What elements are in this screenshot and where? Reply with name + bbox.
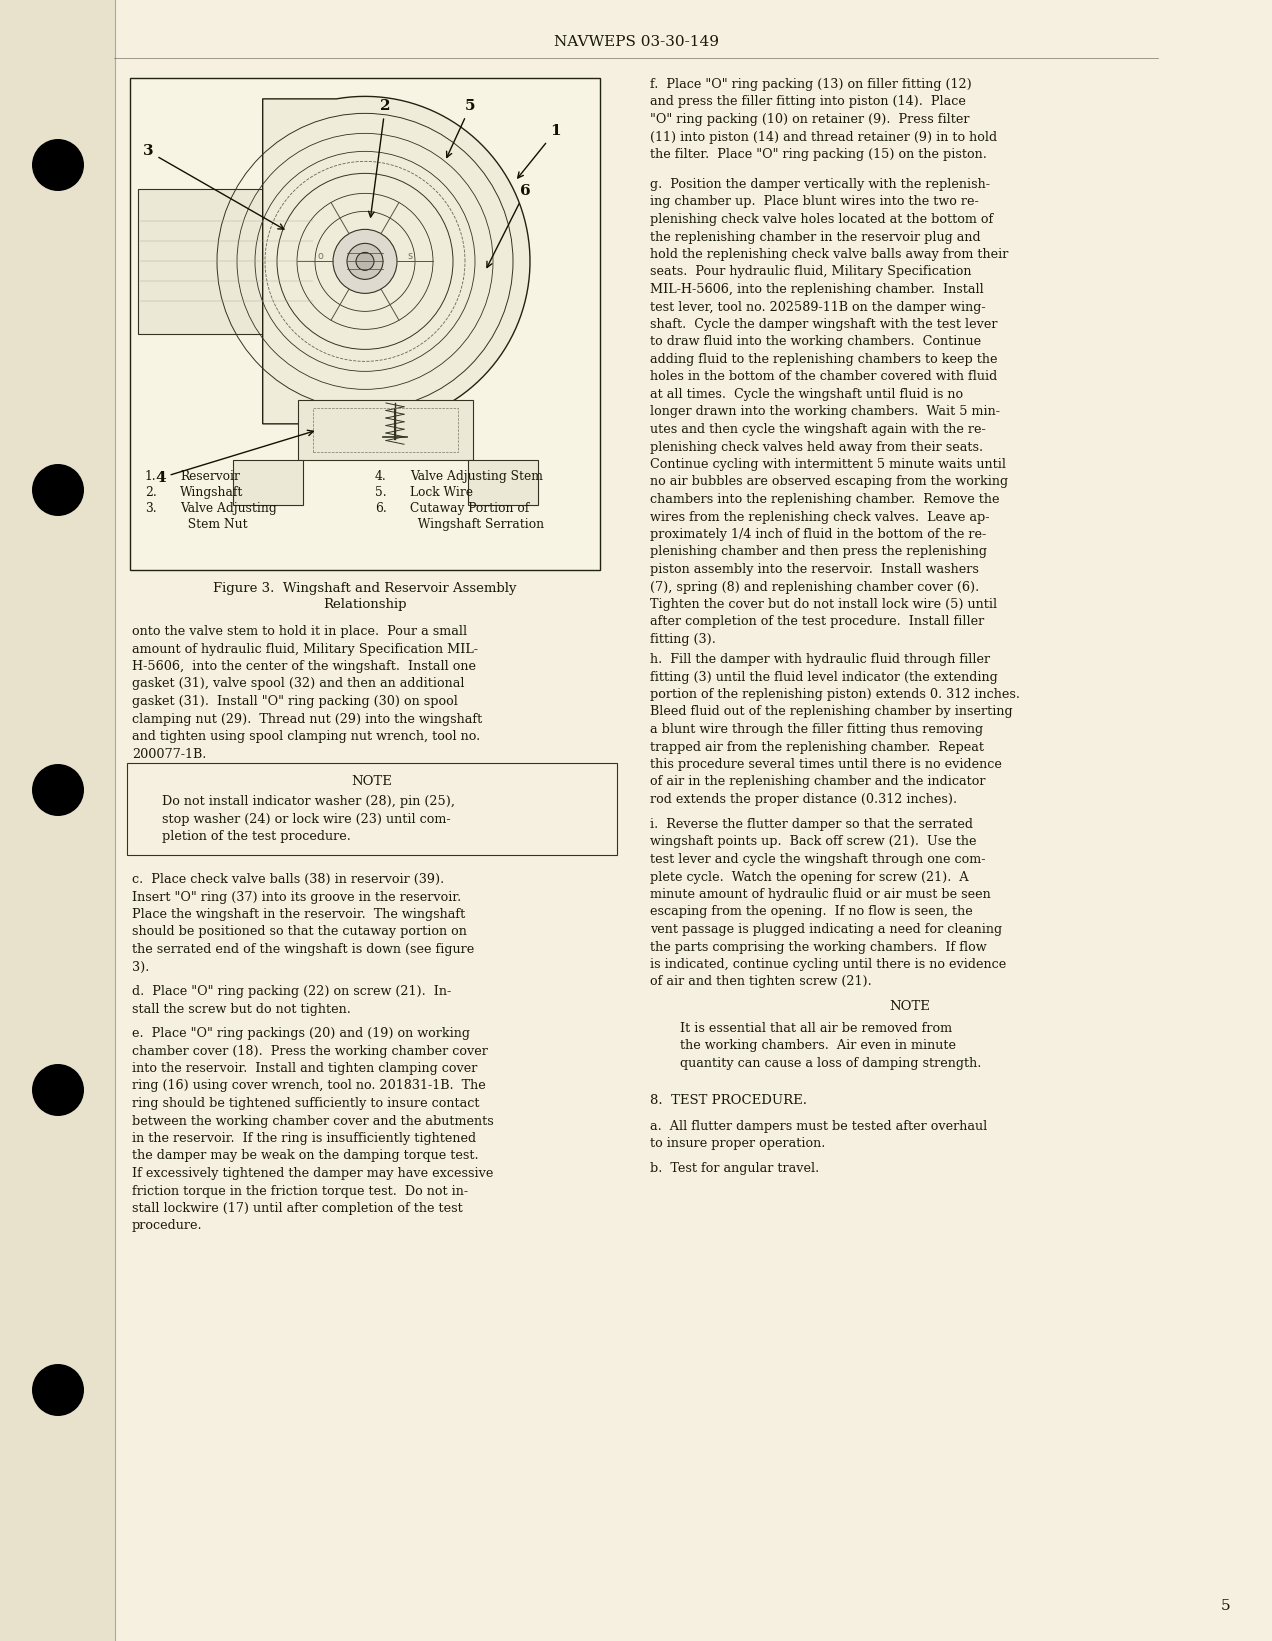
Bar — [137, 189, 318, 333]
Text: Do not install indicator washer (28), pin (25),
stop washer (24) or lock wire (2: Do not install indicator washer (28), pi… — [162, 794, 455, 843]
Bar — [130, 79, 600, 569]
Text: 1: 1 — [518, 125, 561, 177]
Text: i.  Reverse the flutter damper so that the serrated
wingshaft points up.  Back o: i. Reverse the flutter damper so that th… — [650, 817, 1006, 988]
Circle shape — [32, 1063, 84, 1116]
Text: Valve Adjusting: Valve Adjusting — [181, 502, 277, 515]
Circle shape — [32, 765, 84, 816]
Text: NAVWEPS 03-30-149: NAVWEPS 03-30-149 — [553, 34, 719, 49]
Text: 2: 2 — [369, 100, 391, 217]
Circle shape — [333, 230, 397, 294]
Text: 4.: 4. — [375, 469, 387, 482]
Bar — [313, 409, 458, 451]
Circle shape — [32, 464, 84, 515]
Text: s: s — [407, 251, 412, 261]
Polygon shape — [263, 97, 530, 427]
Text: 4: 4 — [155, 430, 313, 486]
Text: Wingshaft: Wingshaft — [181, 486, 243, 499]
Bar — [298, 400, 472, 459]
Text: 8.  TEST PROCEDURE.: 8. TEST PROCEDURE. — [650, 1095, 806, 1108]
Text: o: o — [317, 251, 323, 261]
Text: 5: 5 — [446, 100, 476, 158]
Text: Figure 3.  Wingshaft and Reservoir Assembly: Figure 3. Wingshaft and Reservoir Assemb… — [214, 583, 516, 596]
Text: Lock Wire: Lock Wire — [410, 486, 473, 499]
Text: 5.: 5. — [375, 486, 387, 499]
Text: Stem Nut: Stem Nut — [181, 519, 248, 532]
Circle shape — [32, 139, 84, 190]
Text: Valve Adjusting Stem: Valve Adjusting Stem — [410, 469, 543, 482]
Circle shape — [347, 243, 383, 279]
Text: 6: 6 — [487, 184, 530, 267]
Circle shape — [356, 253, 374, 271]
Text: 6.: 6. — [375, 502, 387, 515]
Text: Relationship: Relationship — [323, 597, 407, 610]
Text: f.  Place "O" ring packing (13) on filler fitting (12)
and press the filler fitt: f. Place "O" ring packing (13) on filler… — [650, 79, 997, 161]
Text: NOTE: NOTE — [889, 999, 930, 1012]
Bar — [0, 0, 114, 1641]
Text: 3: 3 — [142, 144, 284, 230]
Text: 3.: 3. — [145, 502, 156, 515]
Text: d.  Place "O" ring packing (22) on screw (21).  In-
stall the screw but do not t: d. Place "O" ring packing (22) on screw … — [132, 985, 452, 1016]
Text: h.  Fill the damper with hydraulic fluid through filler
fitting (3) until the fl: h. Fill the damper with hydraulic fluid … — [650, 653, 1020, 806]
Circle shape — [32, 1364, 84, 1416]
Text: Reservoir: Reservoir — [181, 469, 240, 482]
Text: onto the valve stem to hold it in place.  Pour a small
amount of hydraulic fluid: onto the valve stem to hold it in place.… — [132, 625, 482, 760]
Text: Wingshaft Serration: Wingshaft Serration — [410, 519, 544, 532]
Text: e.  Place "O" ring packings (20) and (19) on working
chamber cover (18).  Press : e. Place "O" ring packings (20) and (19)… — [132, 1027, 494, 1232]
Text: NOTE: NOTE — [351, 775, 393, 788]
Text: 1.: 1. — [145, 469, 156, 482]
Bar — [233, 459, 303, 505]
Text: 2.: 2. — [145, 486, 156, 499]
Text: g.  Position the damper vertically with the replenish-
ing chamber up.  Place bl: g. Position the damper vertically with t… — [650, 177, 1009, 647]
Bar — [468, 459, 538, 505]
Text: b.  Test for angular travel.: b. Test for angular travel. — [650, 1162, 819, 1175]
Text: Cutaway Portion of: Cutaway Portion of — [410, 502, 529, 515]
Text: It is essential that all air be removed from
the working chambers.  Air even in : It is essential that all air be removed … — [681, 1022, 982, 1070]
Text: c.  Place check valve balls (38) in reservoir (39).
Insert "O" ring (37) into it: c. Place check valve balls (38) in reser… — [132, 873, 474, 973]
Text: a.  All flutter dampers must be tested after overhaul
to insure proper operation: a. All flutter dampers must be tested af… — [650, 1121, 987, 1150]
Text: 5: 5 — [1220, 1598, 1230, 1613]
Bar — [127, 763, 617, 855]
